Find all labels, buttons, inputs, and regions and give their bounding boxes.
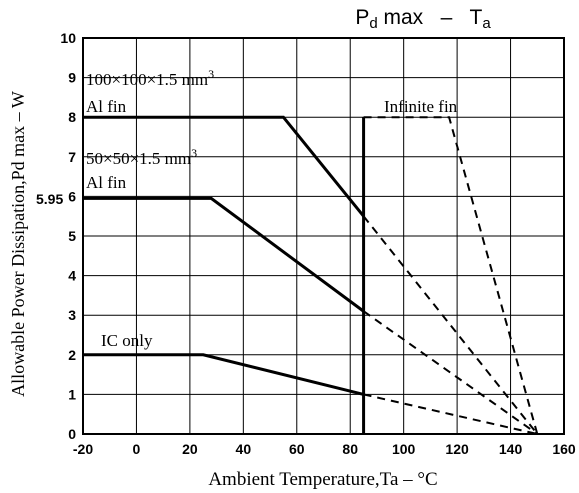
series-line xyxy=(83,115,365,218)
series-line xyxy=(363,116,539,435)
chart-title: Pd max – Ta xyxy=(355,6,491,32)
y-tick-label: 6 xyxy=(68,188,76,204)
x-tick-label: 0 xyxy=(133,441,141,457)
y-tick-label: 5 xyxy=(68,228,76,244)
series-line xyxy=(363,310,538,435)
annotations: 100×100×1.5 mm3 Al fin 50×50×1.5 mm3 Al … xyxy=(86,67,458,350)
y-tick-label: 4 xyxy=(68,268,76,284)
annotation-100-fin-material: Al fin xyxy=(86,97,127,116)
annotation-100-fin-size: 100×100×1.5 mm3 xyxy=(86,67,214,89)
annotation-infinite-fin: Infinite fin xyxy=(384,97,458,116)
x-tick-label: 60 xyxy=(289,441,305,457)
grid xyxy=(83,38,564,434)
x-tick-labels: -20 0 20 40 60 80 100 120 140 160 xyxy=(73,441,576,457)
series-line xyxy=(363,393,538,435)
series-line xyxy=(83,196,365,313)
y-tick-labels: 0 1 2 3 4 5 6 7 8 9 10 xyxy=(60,30,76,442)
x-tick-label: 120 xyxy=(445,441,469,457)
series-lines xyxy=(83,115,539,435)
y-tick-label: 8 xyxy=(68,109,76,125)
y-tick-label: 1 xyxy=(68,386,76,402)
series-line xyxy=(83,353,364,396)
y-tick-label: 9 xyxy=(68,70,76,86)
x-tick-label: 20 xyxy=(182,441,198,457)
y-tick-label: 10 xyxy=(60,30,76,46)
x-tick-label: 80 xyxy=(342,441,358,457)
y-tick-label: 2 xyxy=(68,347,76,363)
annotation-ic-only: IC only xyxy=(101,331,153,350)
annotation-50-fin-size: 50×50×1.5 mm3 xyxy=(86,146,197,168)
x-tick-label: 40 xyxy=(236,441,252,457)
x-tick-label: 100 xyxy=(392,441,416,457)
y-tick-label: 7 xyxy=(68,149,76,165)
x-axis-label: Ambient Temperature,Ta – °C xyxy=(208,469,437,490)
y-tick-label: 3 xyxy=(68,307,76,323)
y-extra-label: 5.95 xyxy=(36,191,63,207)
x-tick-label: -20 xyxy=(73,441,93,457)
y-axis-label: Allowable Power Dissipation,Pd max – W xyxy=(8,91,28,397)
plot-frame xyxy=(82,37,565,435)
x-tick-label: 140 xyxy=(499,441,523,457)
series-line xyxy=(362,215,539,435)
x-tick-label: 160 xyxy=(552,441,576,457)
y-tick-label: 0 xyxy=(68,426,76,442)
annotation-50-fin-material: Al fin xyxy=(86,173,127,192)
